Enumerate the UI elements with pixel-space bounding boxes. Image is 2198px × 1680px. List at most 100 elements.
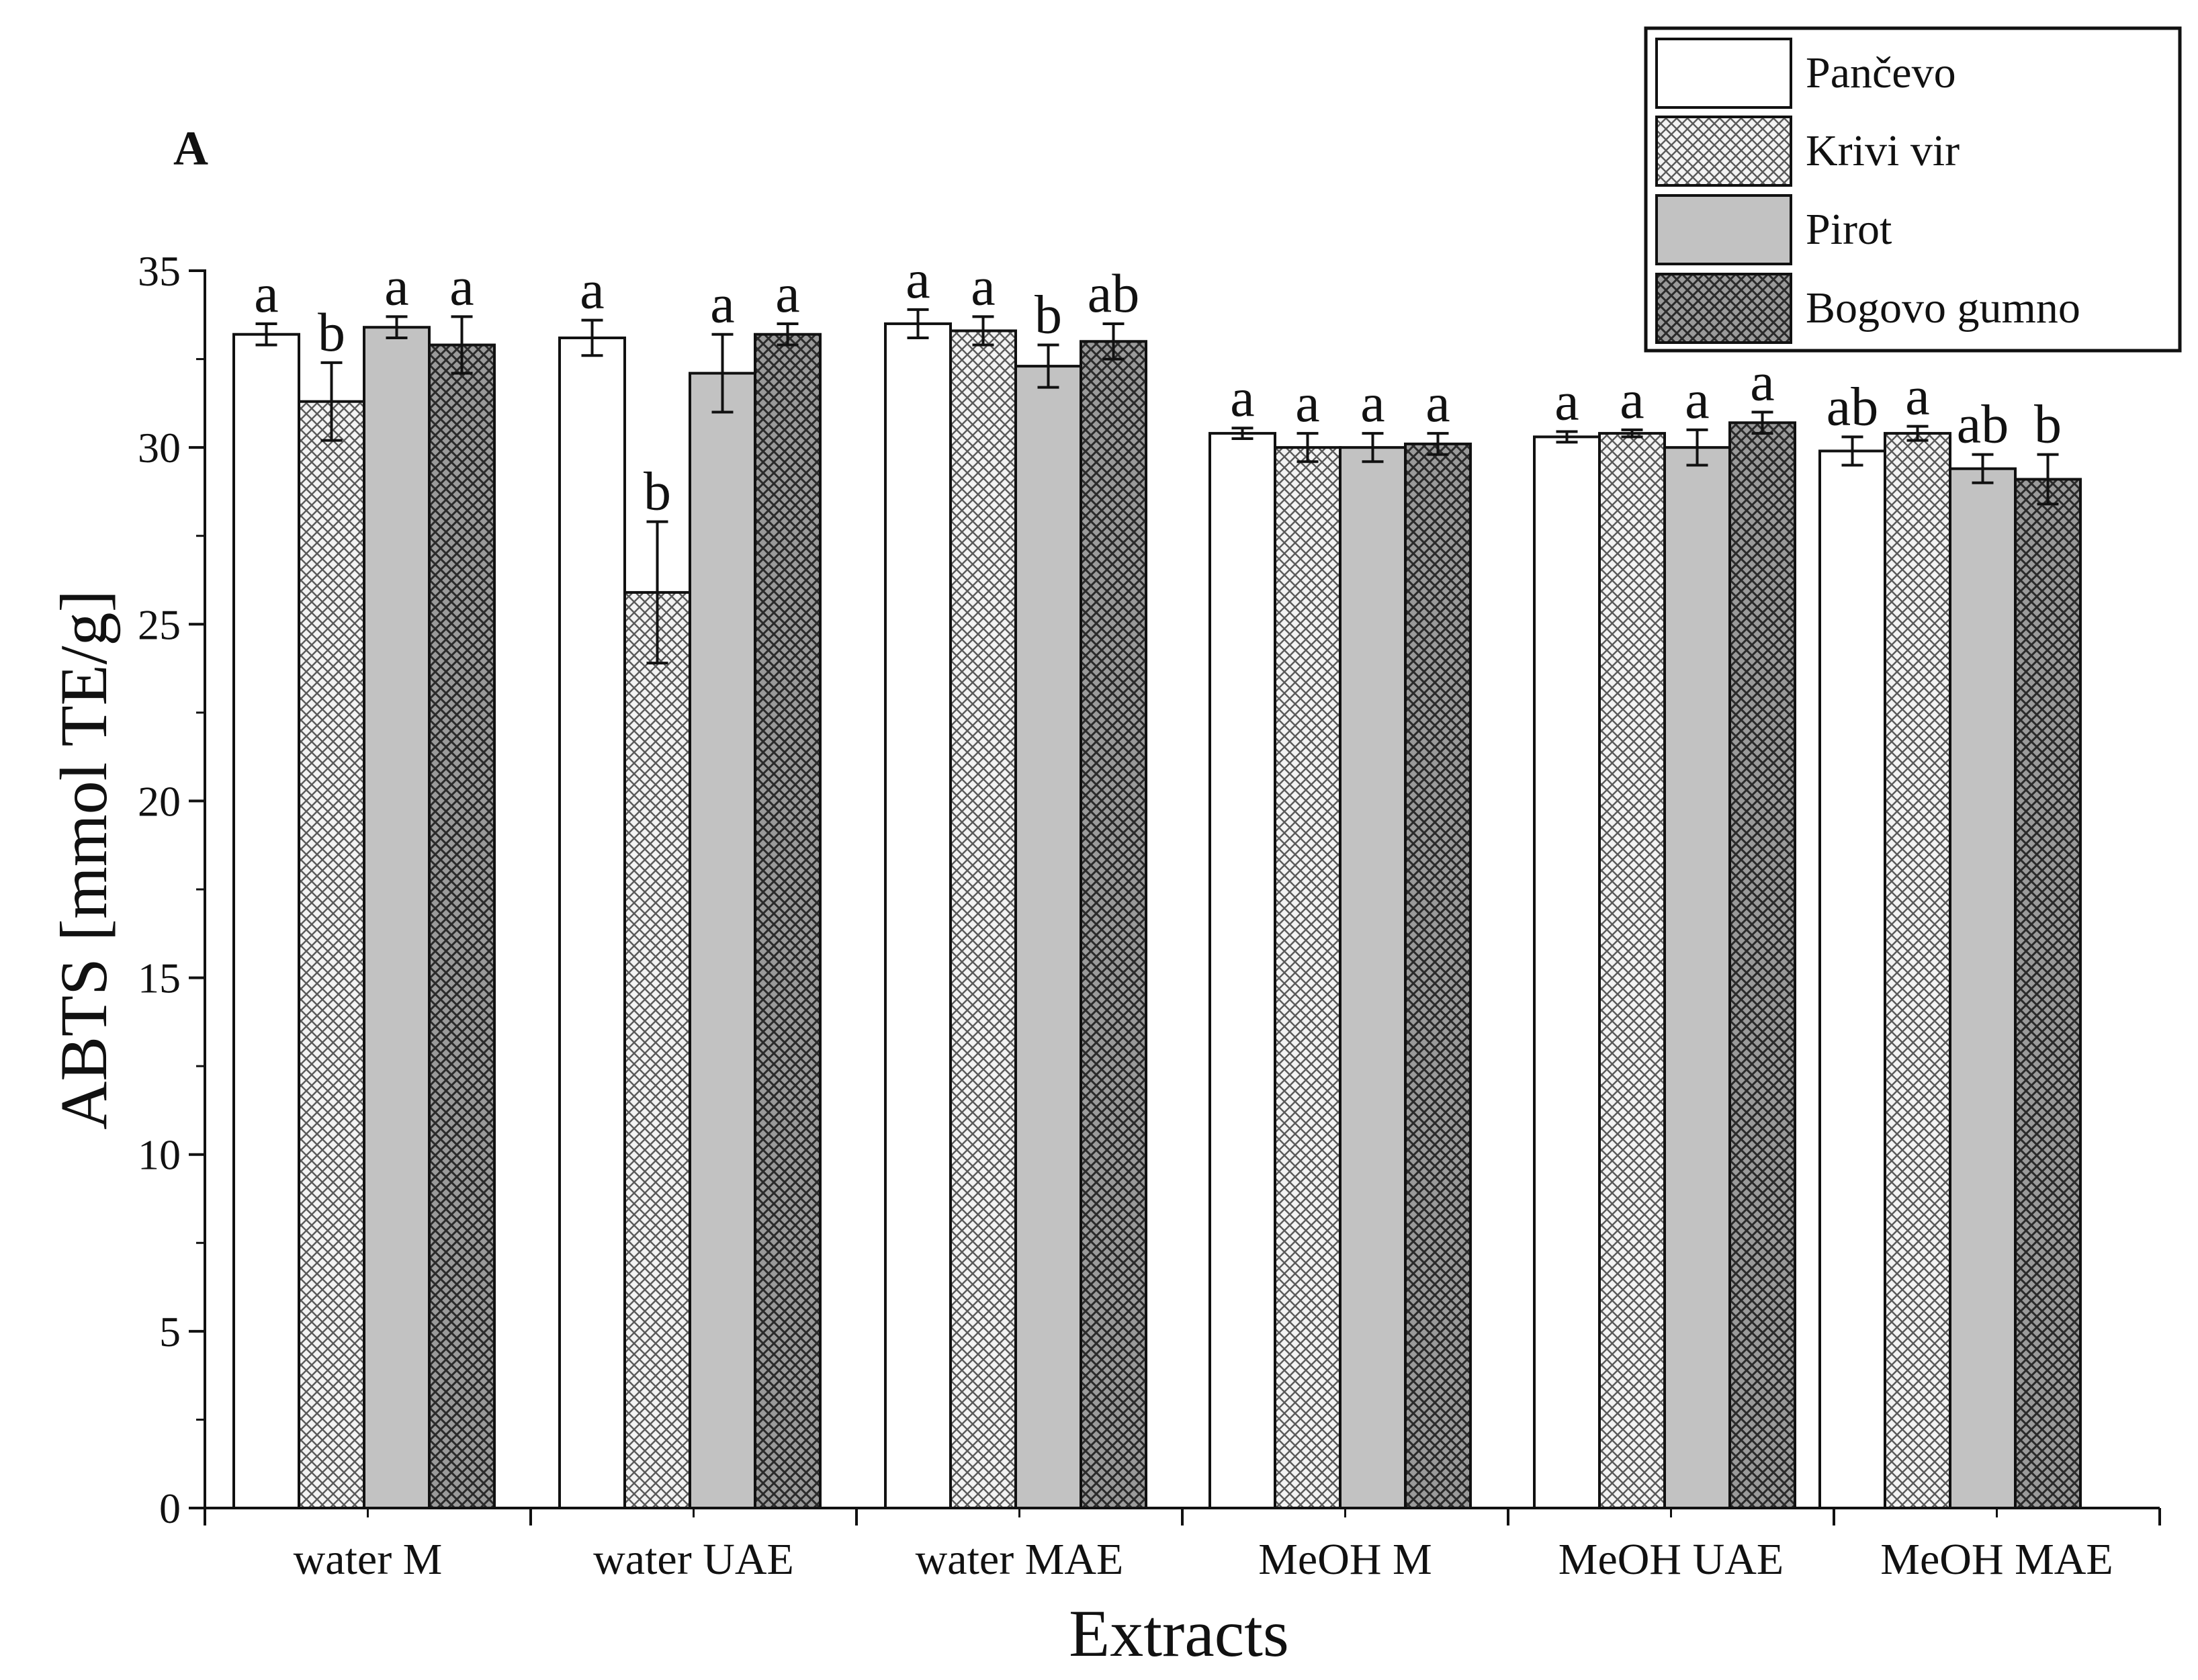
- error-bar-3-5: [2037, 453, 2059, 506]
- error-bar-0-3: [1231, 427, 1254, 440]
- error-bar-2-4: [1686, 428, 1708, 467]
- error-bar-1-4: [1621, 428, 1643, 439]
- significance-letter-2-4: a: [1685, 369, 1709, 430]
- legend-label-2: Pirot: [1806, 205, 1892, 254]
- x-tick-label-1: water UAE: [593, 1535, 794, 1584]
- y-tick-label: 10: [138, 1131, 181, 1179]
- axes: 0 5 10 15 20 25 30 35 water M water UAE water MAE M…: [138, 247, 2161, 1584]
- error-bar-2-3: [1362, 432, 1384, 463]
- bar-2-0: [363, 326, 431, 1510]
- bar-3-5: [2014, 478, 2082, 1509]
- significance-letter-1-2: a: [971, 255, 995, 316]
- y-tick-label: 20: [138, 777, 181, 825]
- bar-2-4: [1663, 446, 1731, 1510]
- bar-2-2: [1014, 365, 1082, 1509]
- significance-letter-0-0: a: [254, 263, 278, 324]
- significance-letter-2-0: a: [384, 255, 408, 316]
- bar-0-3: [1208, 432, 1276, 1509]
- legend-swatch-3: [1655, 273, 1792, 344]
- legend-swatch-2: [1655, 194, 1792, 265]
- significance-letter-0-4: a: [1554, 370, 1579, 431]
- error-bar-3-2: [1102, 322, 1125, 361]
- significance-letter-2-3: a: [1360, 372, 1384, 433]
- bar-1-0: [298, 400, 365, 1509]
- bar-1-5: [1884, 432, 1951, 1509]
- bar-3-3: [1404, 442, 1472, 1509]
- y-tick-label: 30: [138, 424, 181, 472]
- legend-label-1: Krivi vir: [1806, 126, 1960, 175]
- legend-swatch-1: [1655, 116, 1792, 187]
- error-bar-1-5: [1906, 425, 1929, 442]
- x-axis-title: Extracts: [1069, 1596, 1289, 1671]
- significance-letter-3-4: a: [1750, 351, 1774, 412]
- bar-3-0: [428, 343, 496, 1509]
- error-bar-3-3: [1427, 432, 1449, 456]
- significance-letter-3-1: a: [775, 263, 799, 324]
- error-bar-3-4: [1751, 410, 1773, 435]
- legend-item-3: Bogovo gumno: [1655, 273, 2080, 344]
- significance-letter-0-1: a: [580, 259, 604, 320]
- significance-letter-0-3: a: [1230, 367, 1254, 428]
- y-axis-title: ABTS [mmol TE/g]: [46, 590, 121, 1130]
- error-bar-1-3: [1296, 432, 1319, 463]
- legend-swatch-0: [1655, 38, 1792, 109]
- error-bar-1-0: [320, 361, 343, 442]
- bar-1-3: [1274, 446, 1342, 1510]
- bar-0-4: [1533, 435, 1601, 1510]
- bar-2-3: [1339, 446, 1407, 1510]
- significance-letter-3-3: a: [1425, 372, 1450, 433]
- significance-letter-3-2: ab: [1088, 263, 1139, 324]
- x-tick-label-0: water M: [294, 1535, 443, 1584]
- error-bar-1-1: [646, 520, 668, 665]
- bar-3-1: [754, 333, 822, 1509]
- x-tick-label-5: MeOH MAE: [1880, 1535, 2113, 1584]
- significance-letter-1-1: b: [644, 461, 671, 522]
- y-tick-label: 35: [138, 247, 181, 295]
- error-bar-2-0: [386, 315, 408, 339]
- significance-letter-1-4: a: [1620, 369, 1644, 430]
- bar-3-4: [1728, 421, 1796, 1509]
- legend-label-0: Pančevo: [1806, 48, 1956, 97]
- significance-letter-1-5: a: [1905, 365, 1929, 427]
- error-bar-0-1: [581, 318, 603, 357]
- y-tick-label: 5: [159, 1308, 181, 1356]
- error-bar-2-1: [711, 333, 734, 414]
- significance-letter-1-3: a: [1295, 372, 1319, 433]
- legend-item-1: Krivi vir: [1655, 116, 1960, 187]
- legend-item-2: Pirot: [1655, 194, 1892, 265]
- bar-1-2: [949, 329, 1017, 1509]
- y-tick-label: 15: [138, 955, 181, 1002]
- x-tick-label-3: MeOH M: [1258, 1535, 1432, 1584]
- significance-letter-2-5: ab: [1957, 394, 2009, 455]
- error-bar-0-2: [907, 308, 929, 339]
- bar-0-0: [232, 333, 300, 1509]
- x-tick-label-2: water MAE: [916, 1535, 1124, 1584]
- significance-letter-1-0: b: [318, 302, 345, 363]
- error-bar-0-0: [255, 322, 277, 347]
- bar-0-1: [558, 336, 626, 1510]
- error-bar-1-2: [972, 315, 994, 347]
- significance-letter-0-5: ab: [1827, 375, 1878, 437]
- legend: Pančevo Krivi vir Pirot Bogovo gumno: [1644, 26, 2182, 353]
- error-bar-3-0: [451, 315, 473, 375]
- significance-letter-3-5: b: [2034, 394, 2062, 455]
- bar-0-5: [1818, 449, 1886, 1509]
- significance-letter-2-1: a: [710, 273, 734, 335]
- legend-label-3: Bogovo gumno: [1806, 283, 2080, 333]
- x-tick-label-4: MeOH UAE: [1558, 1535, 1784, 1584]
- bar-3-2: [1080, 340, 1147, 1509]
- legend-item-0: Pančevo: [1655, 38, 1956, 109]
- bar-2-1: [689, 371, 756, 1510]
- bar-1-4: [1598, 432, 1666, 1509]
- error-bar-3-1: [777, 322, 799, 347]
- significance-letter-0-2: a: [906, 249, 930, 310]
- bar-2-5: [1949, 467, 2017, 1509]
- y-tick-label: 25: [138, 601, 181, 648]
- y-tick-label: 0: [159, 1485, 181, 1532]
- significance-letter-2-2: b: [1035, 284, 1062, 345]
- error-bar-0-5: [1841, 435, 1863, 467]
- bar-0-2: [884, 322, 952, 1509]
- bar-1-1: [623, 590, 691, 1509]
- panel-label: A: [173, 122, 208, 175]
